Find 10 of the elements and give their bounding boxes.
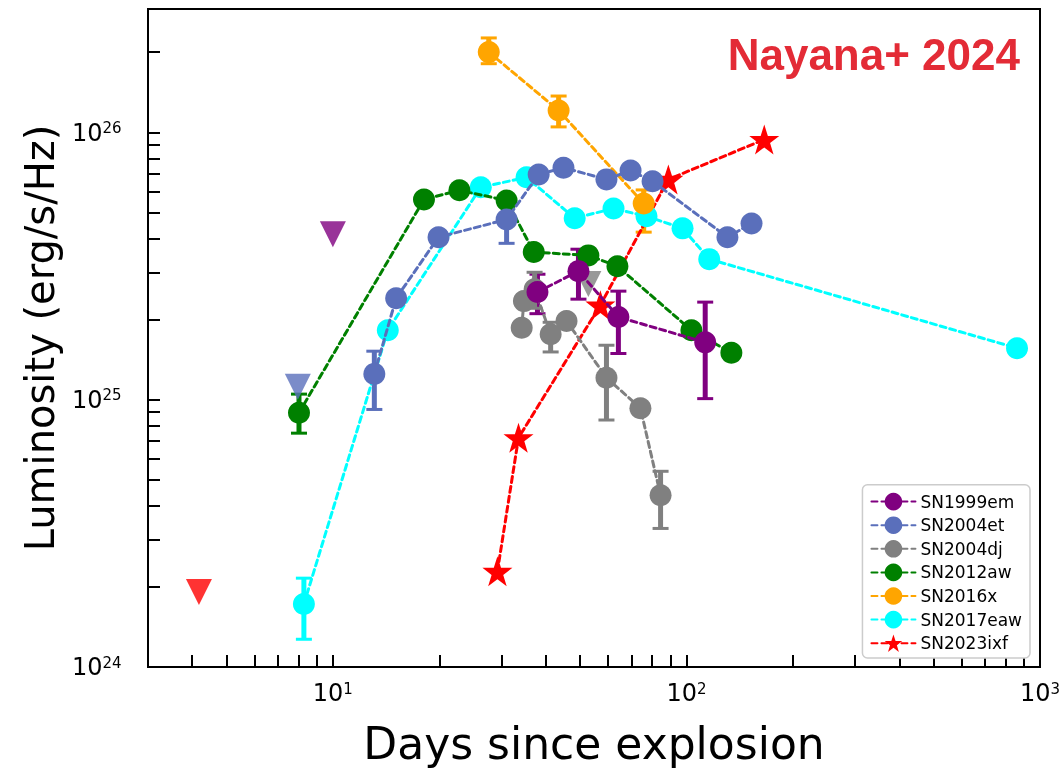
legend-label: SN2004dj bbox=[920, 538, 1003, 559]
legend-label: SN1999em bbox=[920, 491, 1015, 512]
legend-label: SN2016x bbox=[920, 586, 998, 606]
legend-label: SN2004et bbox=[920, 515, 1005, 536]
y-axis-title: Luminosity (erg/s/Hz) bbox=[17, 124, 63, 552]
legend-label: SN2017eaw bbox=[920, 609, 1023, 630]
legend-label: SN2023ixf bbox=[920, 633, 1009, 654]
x-axis-title: Days since explosion bbox=[363, 717, 825, 769]
legend-label: SN2012aw bbox=[920, 562, 1012, 583]
annotation: Nayana+ 2024 bbox=[727, 29, 1021, 79]
